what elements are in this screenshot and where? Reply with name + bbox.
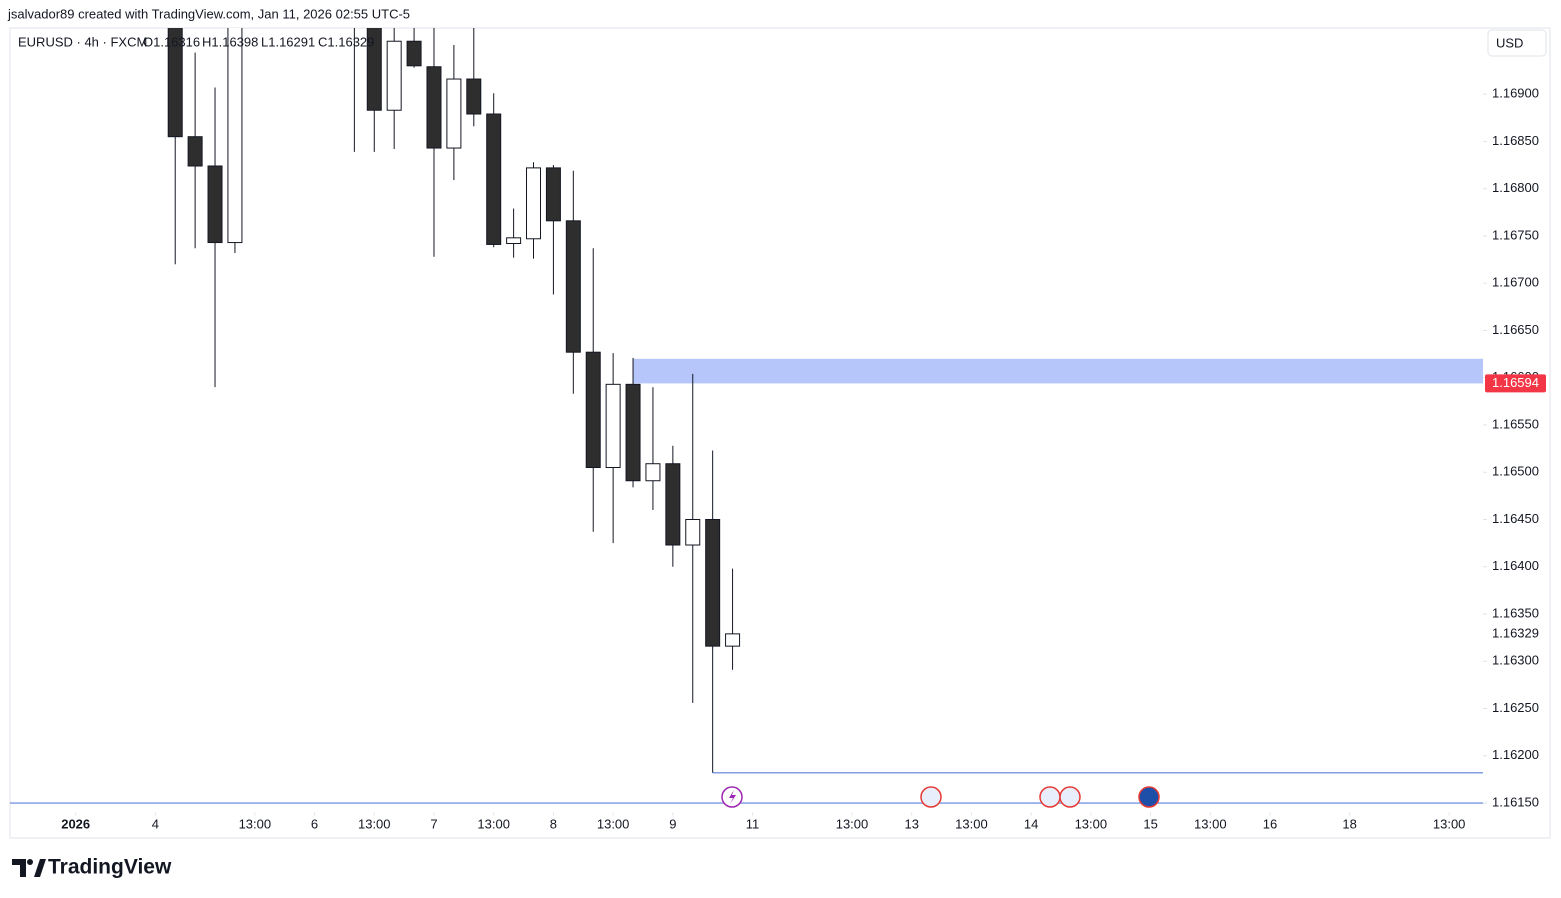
candle-body: [545, 167, 561, 222]
candle-body: [725, 633, 741, 647]
zone-price-label: 1.16594: [1492, 375, 1539, 390]
y-tick-label: 1.16750: [1492, 227, 1539, 242]
candle-body: [167, 28, 183, 138]
brand-logo: [12, 859, 46, 877]
x-tick-label: 13:00: [1433, 816, 1466, 831]
candle-body: [526, 167, 542, 240]
chart-frame: [9, 27, 1551, 839]
candle-body: [406, 40, 422, 67]
x-tick-label: 4: [152, 816, 159, 831]
y-tick-label: 1.16450: [1492, 511, 1539, 526]
logo-mark: [34, 859, 46, 877]
y-tick-label: 1.16800: [1492, 180, 1539, 195]
x-tick-label: 2026: [61, 816, 90, 831]
y-tick-label: 1.16700: [1492, 275, 1539, 290]
x-tick-label: 7: [430, 816, 437, 831]
candle-body: [625, 383, 641, 482]
ohlc-low: L1.16291: [261, 34, 315, 49]
candle-body: [645, 463, 661, 482]
y-tick-label: 1.16850: [1492, 133, 1539, 148]
x-tick-label: 8: [550, 816, 557, 831]
x-tick-label: 14: [1024, 816, 1038, 831]
candle-body: [506, 237, 522, 245]
candle-body: [486, 113, 502, 245]
x-tick-label: 15: [1143, 816, 1157, 831]
candle-body: [187, 136, 203, 167]
candle-body: [605, 383, 621, 469]
ohlc-high: H1.16398: [202, 34, 258, 49]
zone: [633, 358, 1483, 384]
currency[interactable]: USD: [1496, 35, 1523, 50]
y-tick-label: 1.16300: [1492, 653, 1539, 668]
x-tick-label: 18: [1342, 816, 1356, 831]
candle-body: [705, 518, 721, 647]
plot-area: [10, 28, 1483, 804]
x-tick-label: 16: [1263, 816, 1277, 831]
event-icons: [721, 786, 1160, 808]
event-icon[interactable]: [920, 786, 942, 808]
x-tick-label: 13:00: [597, 816, 630, 831]
candle-body: [426, 66, 442, 149]
brand: TradingView: [48, 856, 172, 879]
overlay: 1.16150 1.16200 1.16250 1.16300 1.16350 1.164…: [61, 86, 1546, 831]
y-tick-label: 1.16250: [1492, 700, 1539, 715]
x-tick-label: 13:00: [955, 816, 988, 831]
logo-mark: [27, 859, 33, 865]
candle-body: [386, 40, 402, 111]
candle-body: [207, 165, 223, 244]
zone-price-tag: [1485, 374, 1546, 393]
candle-body: [685, 518, 701, 546]
candle-body: [665, 463, 681, 546]
last-price-label: 1.16329: [1492, 625, 1539, 640]
x-tick-label: 13:00: [358, 816, 391, 831]
candle-body: [466, 78, 482, 115]
y-tick-label: 1.16550: [1492, 416, 1539, 431]
x-tick-label: 11: [746, 816, 760, 831]
y-tick-label: 1.16400: [1492, 558, 1539, 573]
y-tick-label: 1.16500: [1492, 464, 1539, 479]
logo-mark: [12, 859, 26, 877]
x-tick-label: 13:00: [1075, 816, 1108, 831]
event-icon[interactable]: [1059, 786, 1081, 808]
y-tick-label: 1.16900: [1492, 86, 1539, 101]
candle-body: [565, 220, 581, 353]
candle-body: [585, 351, 601, 469]
x-tick-label: 13:00: [239, 816, 272, 831]
y-tick-label: 1.16350: [1492, 605, 1539, 620]
x-tick-label: 13: [904, 816, 918, 831]
event-bolt: [729, 790, 736, 804]
header: jsalvador89 created with TradingView.com…: [7, 6, 410, 21]
y-tick-label: 1.16650: [1492, 322, 1539, 337]
x-tick-label: 9: [669, 816, 676, 831]
currency-box[interactable]: [1487, 29, 1547, 57]
x-tick-label: 13:00: [1194, 816, 1227, 831]
symbol: EURUSD · 4h · FXCM: [18, 34, 147, 49]
x-tick-label: 6: [311, 816, 318, 831]
x-tick-label: 13:00: [477, 816, 510, 831]
y-tick-label: 1.16150: [1492, 794, 1539, 809]
candle-body: [446, 78, 462, 149]
x-tick-label: 13:00: [836, 816, 869, 831]
ohlc-open: O1.16316: [143, 34, 200, 49]
event-icon[interactable]: [1039, 786, 1061, 808]
candle-body: [366, 28, 382, 111]
y-tick-label: 1.16200: [1492, 747, 1539, 762]
event-icon[interactable]: [1138, 786, 1160, 808]
ohlc-close: C1.16329: [318, 34, 374, 49]
candle-body: [227, 28, 243, 244]
